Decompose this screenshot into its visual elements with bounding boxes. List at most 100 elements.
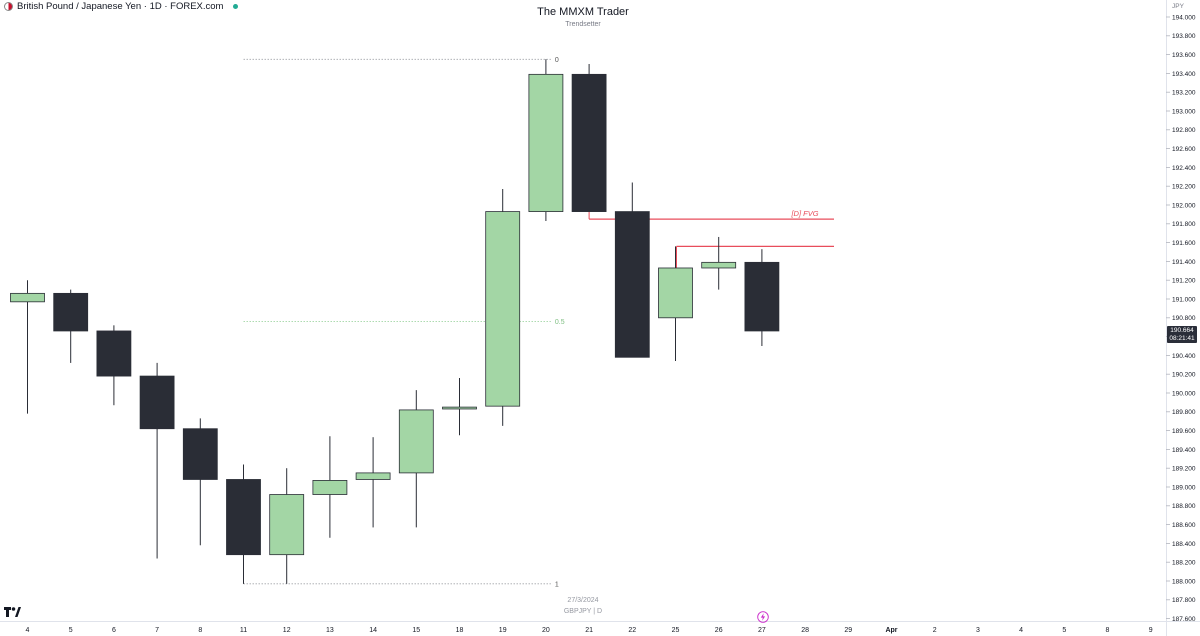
candle-body-up (312, 480, 348, 495)
lightning-icon[interactable] (757, 611, 769, 623)
time-tick-label: 19 (499, 627, 507, 634)
candle (485, 189, 521, 426)
time-tick-label: 4 (1019, 627, 1023, 634)
price-tick-label: 189.400 (1172, 447, 1196, 454)
candle (53, 289, 89, 363)
candle-body-up (658, 267, 693, 319)
candle (269, 468, 305, 584)
price-tick-label: 192.800 (1172, 127, 1196, 134)
price-axis-unit[interactable]: JPY (1172, 3, 1184, 10)
time-tick-label: 3 (976, 627, 980, 634)
price-tick-label: 192.600 (1172, 146, 1196, 153)
price-tick-label: 190.800 (1172, 315, 1196, 322)
price-tick-label: 188.600 (1172, 522, 1196, 529)
candle-body-down (139, 375, 175, 430)
price-tick-label: 192.400 (1172, 165, 1196, 172)
candle-body-up (10, 292, 45, 303)
time-tick-label: 2 (933, 627, 937, 634)
candle (571, 64, 607, 212)
time-tick-label: 11 (240, 627, 247, 634)
candle (398, 390, 434, 528)
time-tick-label: 5 (69, 627, 73, 634)
candle-body-up (398, 409, 434, 474)
time-tick-label: 25 (672, 627, 680, 634)
candle (226, 464, 261, 584)
bar-countdown: 08:21:41 (1169, 335, 1195, 342)
current-price-badge: 190.664 08:21:41 (1167, 326, 1197, 343)
time-tick-label: 28 (801, 627, 809, 634)
price-tick-label: 191.600 (1172, 240, 1196, 247)
symbol-header[interactable]: British Pound / Japanese Yen · 1D · FORE… (4, 1, 239, 12)
candle (658, 246, 693, 362)
price-tick-label: 190.400 (1172, 353, 1196, 360)
price-tick-label: 188.200 (1172, 560, 1196, 567)
price-tick-label: 188.400 (1172, 541, 1196, 548)
time-tick-label: 27 (758, 627, 766, 634)
price-tick-label: 193.200 (1172, 90, 1196, 97)
time-tick-label: Apr (885, 627, 897, 634)
candle (701, 236, 737, 290)
time-tick-label: 21 (585, 627, 593, 634)
current-price: 190.664 (1170, 326, 1194, 334)
price-tick-label: 192.000 (1172, 202, 1196, 209)
price-tick-label: 189.000 (1172, 484, 1196, 491)
market-status-icon (233, 4, 239, 9)
candle-body-up (355, 472, 391, 480)
candles (10, 59, 780, 584)
time-tick-label: 8 (198, 627, 202, 634)
price-tick-label: 191.200 (1172, 278, 1196, 285)
time-tick-label: 12 (283, 627, 291, 634)
fib-level-label: 0 (555, 57, 559, 64)
time-tick-label: 4 (26, 627, 30, 634)
candle-body-down (614, 211, 650, 358)
price-axis-ticks[interactable]: 187.600 187.800 188.000 188.200 188.400 188.6… (1166, 14, 1196, 623)
candle (442, 377, 477, 436)
indicator-subtitle: Trendsetter (565, 21, 601, 28)
fvg-label: [D] FVG (790, 209, 818, 218)
price-tick-label: 193.400 (1172, 71, 1196, 78)
price-tick-label: 193.800 (1172, 33, 1196, 40)
time-tick-label: 26 (715, 627, 723, 634)
time-tick-label: 5 (1062, 627, 1066, 634)
candle-body-up (442, 406, 477, 410)
time-tick-label: 29 (844, 627, 852, 634)
candle (614, 182, 650, 358)
price-tick-label: 187.600 (1172, 616, 1196, 623)
candle-body-up (485, 211, 521, 407)
gbp-jpy-flag-icon (4, 2, 13, 11)
time-tick-label: 8 (1106, 627, 1110, 634)
time-tick-label: 15 (412, 627, 420, 634)
time-tick-label: 9 (1149, 627, 1153, 634)
candle-body-up (269, 494, 305, 556)
candle (312, 436, 348, 538)
price-tick-label: 190.200 (1172, 372, 1196, 379)
candle-body-down (226, 479, 261, 556)
candle-body-up (528, 73, 564, 212)
time-tick-label: 18 (456, 627, 464, 634)
watermark-symbol: GBPJPY | D (563, 608, 603, 615)
time-axis-ticks[interactable]: 4 5 6 7 8 11 12 13 14 15 18 19 20 21 22 25 26 27 28 29 Apr 2 3… (26, 627, 1153, 634)
symbol-title: British Pound / Japanese Yen · 1D · FORE… (17, 1, 224, 12)
watermark-date: 27/3/2024 (567, 597, 599, 604)
time-tick-label: 6 (112, 627, 116, 634)
fib-level-label: 1 (555, 581, 559, 588)
time-tick-label: 22 (628, 627, 636, 634)
candle (744, 249, 780, 346)
fib-level-label: 0.5 (555, 319, 565, 326)
candle (96, 325, 132, 406)
price-tick-label: 189.600 (1172, 428, 1196, 435)
candle (528, 59, 564, 221)
candle-body-down (96, 330, 132, 377)
time-tick-label: 20 (542, 627, 550, 634)
price-tick-label: 192.200 (1172, 184, 1196, 191)
price-tick-label: 190.000 (1172, 390, 1196, 397)
time-tick-label: 7 (155, 627, 159, 634)
candle (355, 437, 391, 528)
time-tick-label: 13 (326, 627, 334, 634)
time-tick-label: 14 (369, 627, 377, 634)
price-tick-label: 189.800 (1172, 409, 1196, 416)
tradingview-logo-icon[interactable] (4, 607, 21, 617)
candle-body-down (182, 428, 218, 480)
indicator-title: The MMXM Trader (537, 6, 629, 18)
